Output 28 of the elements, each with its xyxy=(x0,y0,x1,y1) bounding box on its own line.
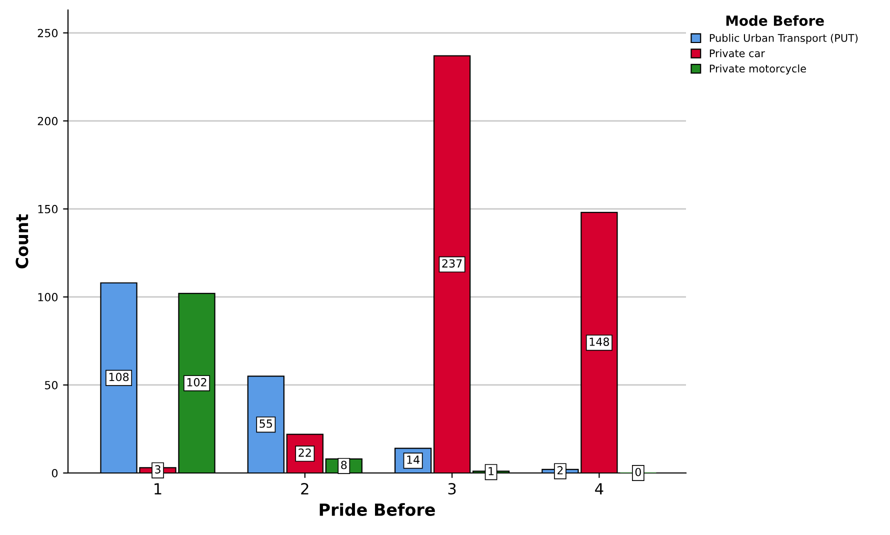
legend-title: Mode Before xyxy=(726,15,824,26)
data-label: 102 xyxy=(187,378,206,386)
data-label: 0 xyxy=(635,468,641,476)
data-label: 14 xyxy=(407,456,420,464)
x-tick-label: 2 xyxy=(301,482,308,494)
y-tick-label: 150 xyxy=(38,204,58,214)
legend-label: Private motorcycle xyxy=(710,64,806,75)
data-label: 148 xyxy=(590,338,610,346)
data-label: 108 xyxy=(109,372,129,382)
y-tick-label: 0 xyxy=(52,468,58,478)
legend-label: Private car xyxy=(710,49,765,58)
data-label: 1 xyxy=(488,467,494,476)
data-label: 8 xyxy=(341,460,347,470)
data-label: 2 xyxy=(557,466,563,474)
y-tick-label: 200 xyxy=(38,116,58,126)
y-axis-title: Count xyxy=(16,214,28,268)
data-label: 55 xyxy=(260,420,272,428)
data-label: 3 xyxy=(155,465,160,474)
y-tick-label: 250 xyxy=(38,28,58,38)
y-tick-label: 50 xyxy=(44,380,58,390)
y-tick-label: 100 xyxy=(38,292,58,302)
x-tick-label: 4 xyxy=(595,483,604,494)
x-tick-label: 3 xyxy=(448,482,456,495)
x-axis-title: Pride Before xyxy=(320,503,435,516)
data-label: 237 xyxy=(442,259,462,268)
legend-label: Public Urban Transport (PUT) xyxy=(710,34,858,44)
x-tick-label: 1 xyxy=(154,483,162,494)
data-label: 22 xyxy=(298,448,311,457)
